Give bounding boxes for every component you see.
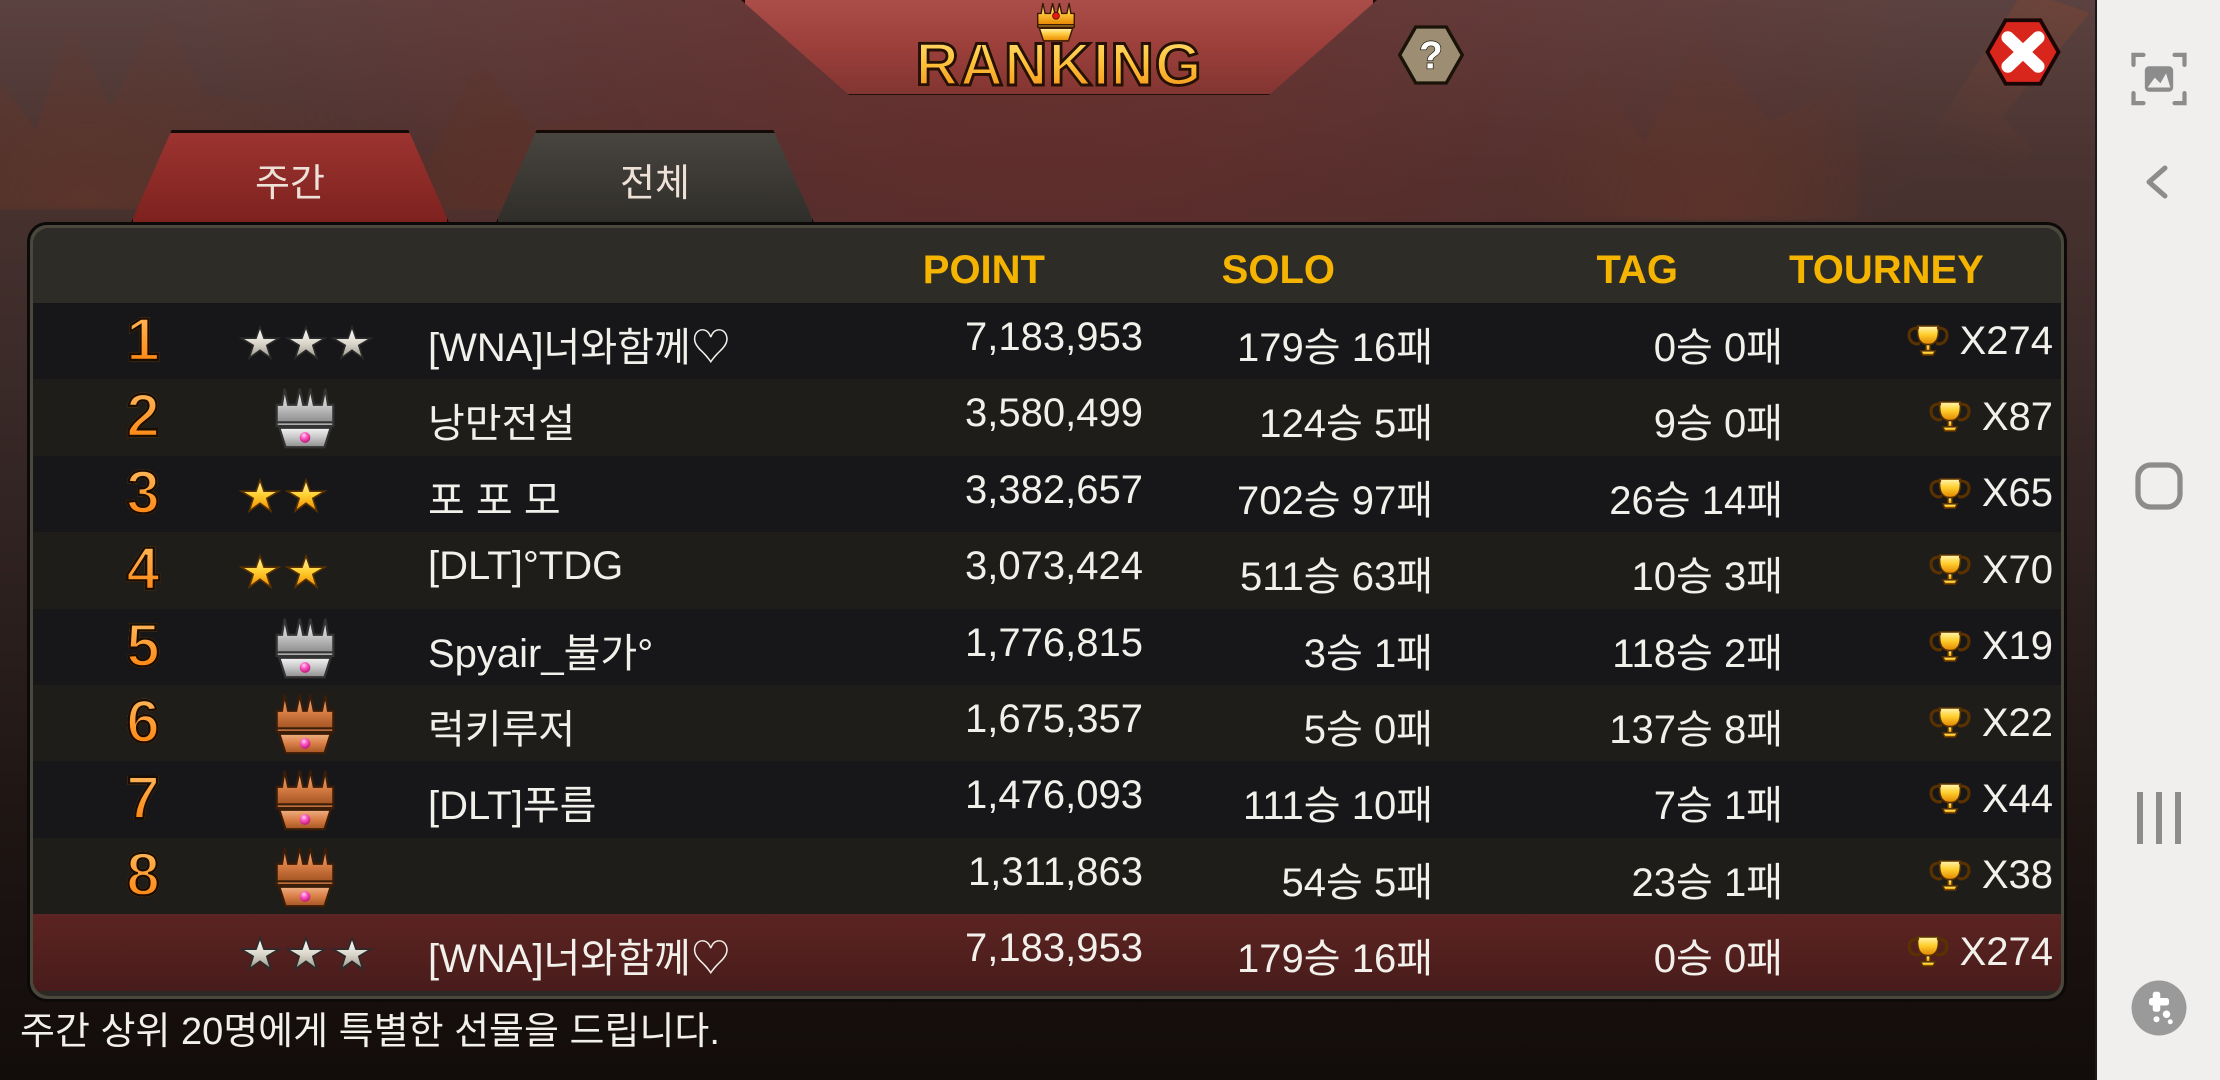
svg-text:?: ? xyxy=(1419,34,1443,77)
